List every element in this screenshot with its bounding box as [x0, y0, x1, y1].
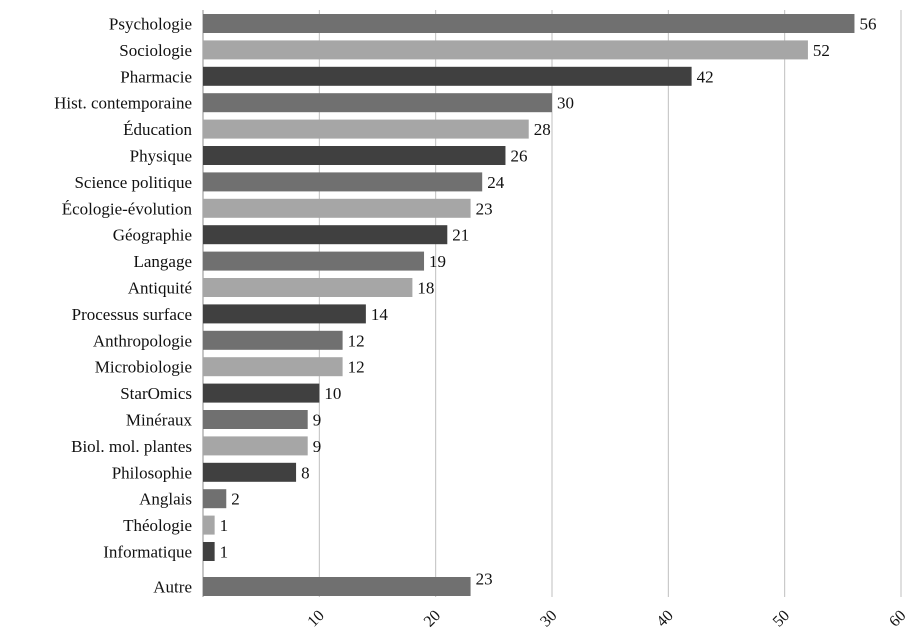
x-tick-label: 20 — [421, 607, 444, 630]
value-label: 1 — [220, 516, 229, 535]
value-label: 56 — [859, 15, 876, 34]
value-label: 12 — [348, 358, 365, 377]
bar — [203, 251, 425, 271]
bar — [203, 172, 483, 192]
bar — [203, 436, 308, 456]
value-label: 1 — [220, 543, 229, 562]
bar — [203, 489, 227, 509]
category-label: Théologie — [123, 516, 192, 535]
bar — [203, 93, 552, 113]
bar — [203, 278, 413, 297]
value-label: 30 — [557, 94, 574, 113]
category-label: Philosophie — [112, 463, 192, 482]
bar — [203, 383, 320, 403]
value-label: 21 — [452, 226, 469, 245]
category-label: Minéraux — [126, 411, 193, 430]
category-label: Écologie-évolution — [62, 199, 193, 218]
value-label: 18 — [417, 279, 434, 298]
category-label: Science politique — [74, 173, 192, 192]
x-axis-ticks: 10 20 30 40 50 60 — [304, 607, 907, 630]
value-label: 42 — [697, 67, 714, 86]
category-label: StarOmics — [120, 384, 192, 403]
value-label: 10 — [324, 384, 341, 403]
value-label: 28 — [534, 120, 551, 139]
value-label: 9 — [313, 411, 322, 430]
value-label: 14 — [371, 305, 389, 324]
bar — [203, 225, 448, 245]
bar — [203, 577, 471, 596]
category-label: Langage — [133, 252, 192, 271]
bar — [203, 40, 808, 60]
category-label: Psychologie — [109, 15, 192, 34]
x-tick-label: 30 — [537, 607, 560, 630]
x-tick-label: 10 — [304, 607, 327, 630]
value-label: 2 — [231, 490, 240, 509]
x-tick-label: 60 — [886, 607, 907, 630]
category-label: Anthropologie — [93, 331, 192, 350]
value-label: 24 — [487, 173, 505, 192]
bar — [203, 304, 366, 324]
value-label: 9 — [313, 437, 322, 456]
value-label: 19 — [429, 252, 446, 271]
category-label: Microbiologie — [95, 358, 192, 377]
category-label: Autre — [153, 578, 192, 597]
bar — [203, 66, 692, 86]
category-label: Physique — [130, 147, 192, 166]
bar — [203, 357, 343, 377]
bar — [203, 515, 215, 535]
bar — [203, 462, 297, 482]
x-tick-label: 40 — [653, 607, 676, 630]
value-label: 23 — [476, 199, 493, 218]
bars — [203, 14, 855, 596]
value-label: 12 — [348, 331, 365, 350]
x-tick-label: 50 — [770, 607, 793, 630]
bar — [203, 146, 506, 165]
value-label: 52 — [813, 41, 830, 60]
bar — [203, 14, 855, 33]
bar — [203, 330, 343, 350]
category-labels: Psychologie Sociologie Pharmacie Hist. cont… — [54, 15, 192, 597]
category-label: Informatique — [103, 543, 192, 562]
bar — [203, 542, 215, 561]
value-label: 26 — [510, 147, 527, 166]
value-label: 8 — [301, 463, 310, 482]
bar — [203, 119, 529, 139]
category-label: Géographie — [113, 226, 192, 245]
category-label: Biol. mol. plantes — [71, 437, 192, 456]
bar — [203, 198, 471, 218]
category-label: Processus surface — [72, 305, 192, 324]
category-label: Pharmacie — [120, 67, 192, 86]
bar — [203, 410, 308, 429]
category-label: Antiquité — [128, 279, 192, 298]
category-label: Éducation — [123, 120, 192, 139]
value-label: 23 — [476, 570, 493, 589]
category-label: Anglais — [139, 490, 192, 509]
category-label: Hist. contemporaine — [54, 94, 192, 113]
category-label: Sociologie — [119, 41, 192, 60]
